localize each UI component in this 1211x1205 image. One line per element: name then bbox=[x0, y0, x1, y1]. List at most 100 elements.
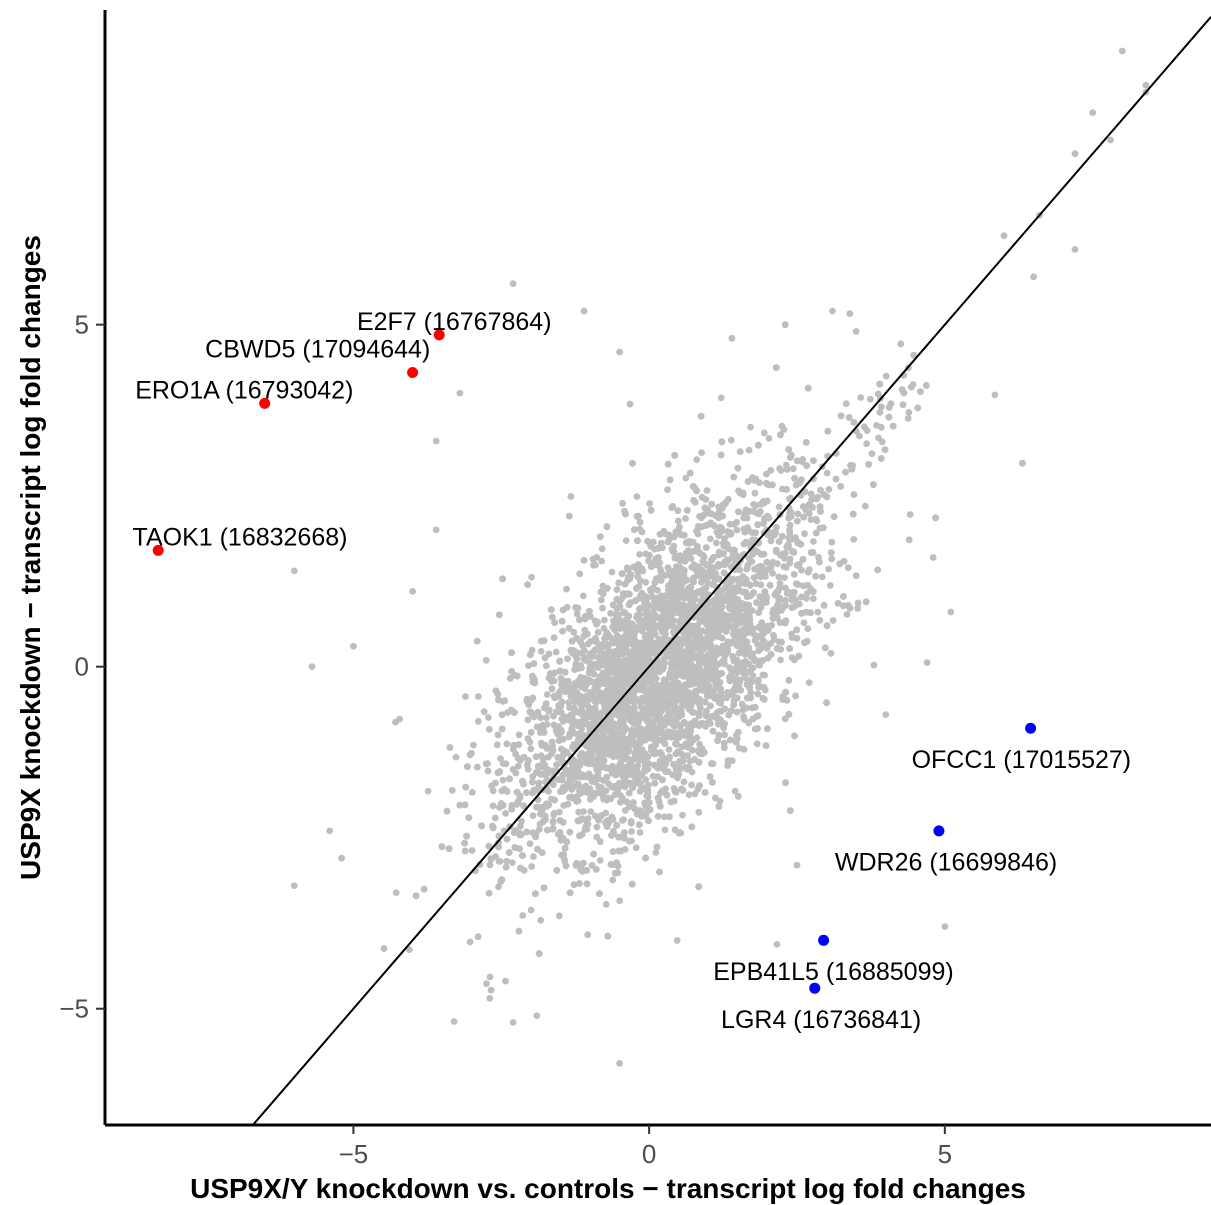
background-point bbox=[673, 937, 681, 944]
background-point bbox=[745, 644, 753, 652]
background-point bbox=[682, 576, 690, 584]
background-point bbox=[652, 849, 660, 856]
background-point bbox=[677, 764, 685, 771]
background-point bbox=[929, 554, 937, 561]
background-point bbox=[613, 596, 621, 604]
background-point bbox=[630, 756, 637, 763]
background-point bbox=[736, 678, 744, 685]
background-point bbox=[683, 765, 691, 773]
background-point bbox=[558, 851, 565, 859]
background-point bbox=[485, 889, 493, 897]
background-point bbox=[567, 493, 575, 500]
background-point bbox=[462, 693, 469, 700]
background-point bbox=[816, 558, 823, 566]
background-point bbox=[778, 638, 785, 646]
background-point bbox=[723, 628, 730, 635]
background-point bbox=[614, 869, 622, 877]
background-point bbox=[524, 735, 532, 742]
background-point bbox=[482, 760, 490, 768]
background-point bbox=[498, 711, 506, 719]
background-point bbox=[662, 785, 669, 793]
background-point bbox=[875, 434, 882, 442]
background-point bbox=[663, 791, 671, 799]
background-point bbox=[523, 828, 531, 836]
background-point bbox=[828, 555, 836, 563]
background-point bbox=[494, 731, 502, 739]
background-point bbox=[573, 665, 581, 673]
background-point bbox=[526, 651, 534, 659]
background-point bbox=[664, 538, 672, 546]
background-point bbox=[672, 788, 680, 796]
background-point bbox=[588, 862, 596, 869]
background-point bbox=[642, 854, 649, 862]
background-point bbox=[604, 932, 612, 940]
background-point bbox=[787, 454, 794, 461]
background-point bbox=[587, 638, 595, 645]
background-point bbox=[757, 573, 765, 581]
background-point bbox=[765, 435, 773, 442]
background-point bbox=[698, 493, 706, 501]
background-point bbox=[613, 586, 621, 593]
background-point bbox=[570, 628, 578, 636]
background-point bbox=[812, 572, 819, 580]
background-point bbox=[643, 673, 651, 681]
background-point bbox=[564, 780, 571, 788]
background-point bbox=[686, 469, 694, 477]
background-point bbox=[527, 745, 535, 753]
background-point bbox=[584, 931, 592, 939]
background-point bbox=[1019, 459, 1026, 467]
background-point bbox=[733, 694, 741, 702]
background-point bbox=[664, 486, 671, 493]
background-point bbox=[676, 758, 683, 765]
background-point bbox=[749, 672, 757, 679]
background-point bbox=[406, 946, 413, 953]
background-point bbox=[626, 837, 633, 845]
background-point bbox=[700, 636, 708, 643]
background-point bbox=[673, 721, 681, 729]
background-point bbox=[669, 652, 677, 660]
background-point bbox=[626, 400, 634, 408]
background-point bbox=[573, 610, 581, 618]
background-point bbox=[671, 554, 679, 562]
background-point bbox=[525, 662, 532, 669]
background-point bbox=[707, 563, 715, 571]
background-point bbox=[724, 617, 732, 625]
background-point bbox=[775, 597, 783, 605]
background-point bbox=[535, 950, 543, 958]
background-point bbox=[800, 503, 807, 510]
background-point bbox=[773, 524, 780, 531]
background-point bbox=[769, 570, 776, 577]
background-point bbox=[633, 613, 641, 621]
background-point bbox=[620, 832, 627, 840]
background-point bbox=[645, 551, 653, 559]
background-point bbox=[932, 514, 939, 522]
background-point bbox=[528, 863, 536, 870]
background-point bbox=[544, 826, 551, 834]
background-point bbox=[566, 704, 573, 711]
background-point bbox=[876, 380, 884, 388]
background-point bbox=[735, 508, 742, 516]
background-point bbox=[761, 686, 769, 694]
background-point bbox=[910, 351, 918, 359]
background-point bbox=[724, 757, 732, 765]
background-point bbox=[708, 713, 716, 720]
background-point bbox=[777, 656, 784, 664]
background-point bbox=[537, 648, 545, 655]
background-point bbox=[583, 867, 590, 874]
background-point bbox=[747, 423, 754, 431]
background-point bbox=[674, 507, 682, 515]
background-point bbox=[499, 575, 506, 583]
background-point bbox=[627, 818, 635, 825]
background-point bbox=[800, 513, 807, 521]
background-point bbox=[580, 557, 588, 564]
background-point bbox=[515, 731, 523, 739]
background-point bbox=[604, 667, 611, 675]
background-point bbox=[485, 725, 493, 733]
background-point bbox=[793, 517, 801, 525]
background-point bbox=[854, 604, 862, 612]
background-point bbox=[773, 941, 781, 948]
background-point bbox=[724, 649, 732, 656]
background-point bbox=[709, 581, 717, 588]
background-point bbox=[543, 800, 550, 808]
background-point bbox=[686, 608, 693, 616]
